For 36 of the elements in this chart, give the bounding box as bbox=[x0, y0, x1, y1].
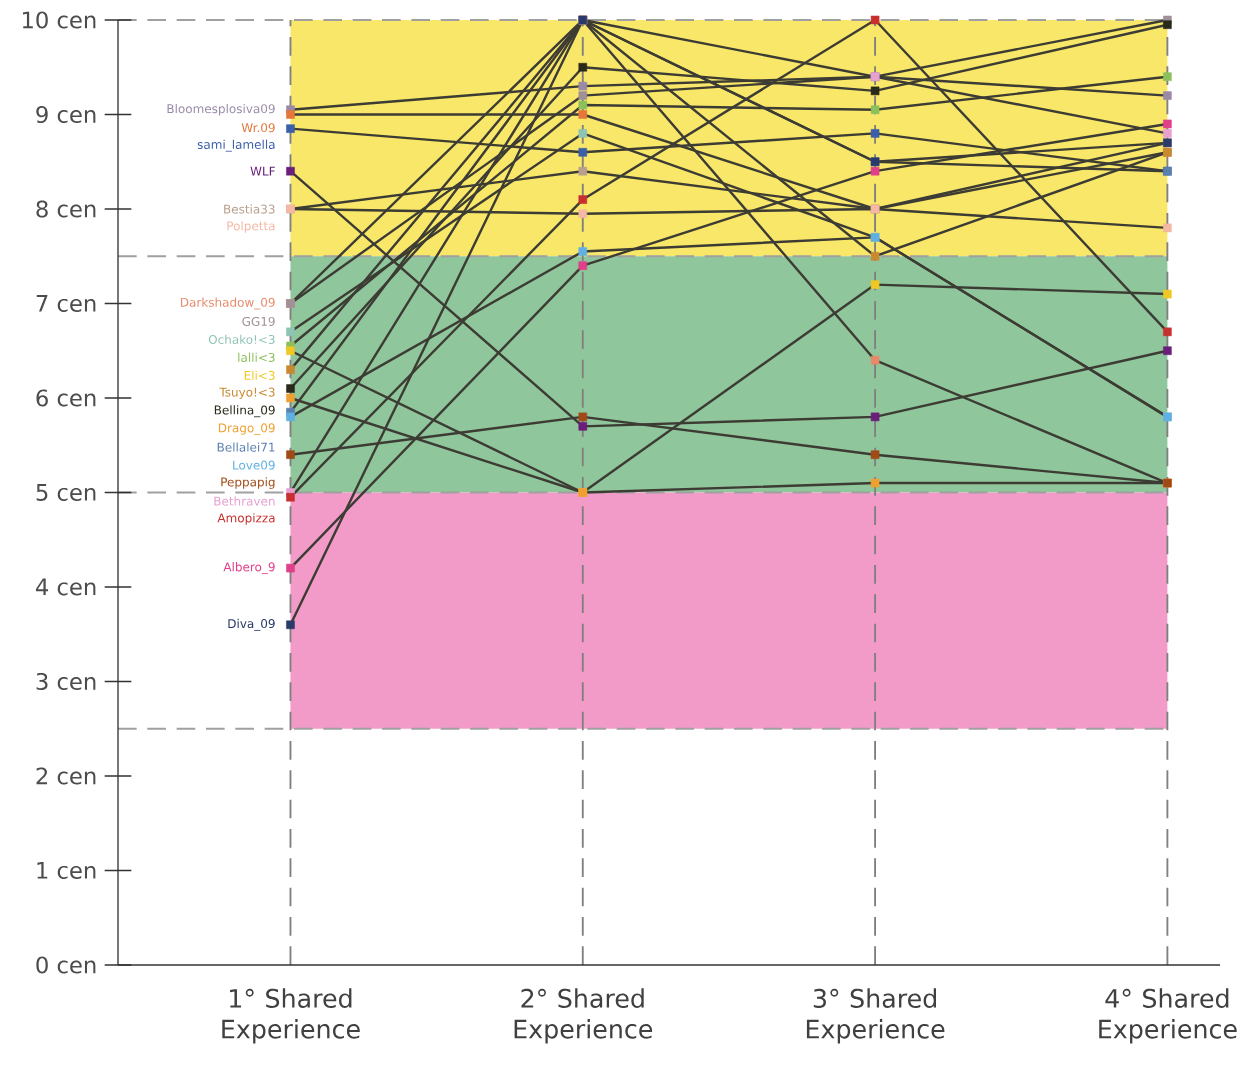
series-label: WLF bbox=[250, 166, 275, 176]
x-tick-label: 3° Shared Experience bbox=[806, 988, 945, 1044]
x-tick-label: 2° Shared Experience bbox=[514, 988, 653, 1044]
y-tick-label: 6 cen bbox=[36, 389, 96, 407]
series-label: Polpetta bbox=[227, 221, 275, 233]
series-label: GG19 bbox=[242, 316, 275, 326]
y-tick-label: 4 cen bbox=[36, 578, 96, 596]
series-label: Bestia33 bbox=[224, 204, 275, 214]
y-tick-label: 5 cen bbox=[36, 484, 96, 501]
series-label: lalli<3 bbox=[238, 352, 275, 362]
series-label: Bloomesplosiva09 bbox=[167, 103, 275, 116]
y-tick-label: 2 cen bbox=[36, 767, 96, 785]
series-label: sami_lamella bbox=[197, 139, 275, 152]
y-tick-label: 7 cen bbox=[36, 295, 96, 312]
series-label: Ochako!<3 bbox=[208, 334, 275, 345]
text: Drago_09 bbox=[218, 423, 275, 436]
x-tick-label: 1° Shared Experience bbox=[222, 988, 360, 1044]
y-tick-label: 10 cen bbox=[22, 11, 96, 29]
y-tick-label: 0 cen bbox=[36, 956, 96, 974]
y-tick-label: 1 cen bbox=[37, 862, 96, 879]
series-label: Amopizza bbox=[217, 513, 275, 525]
y-tick-label: 9 cen bbox=[36, 105, 96, 124]
series-label: Eli<3 bbox=[244, 370, 275, 380]
series-label: Tsuyo!<3 bbox=[219, 387, 275, 399]
series-label: Bellina_09 bbox=[214, 405, 275, 418]
series-label: Albero_9 bbox=[223, 562, 275, 575]
series-label: Wr.09 bbox=[241, 123, 275, 133]
y-tick-label: 8 cen bbox=[36, 200, 96, 218]
text: Love09 bbox=[233, 460, 275, 470]
text: Bellalei71 bbox=[217, 442, 275, 452]
series-label: Peppapig bbox=[221, 477, 275, 489]
series-label: Darkshadow_09 bbox=[180, 297, 275, 310]
series-label: Bethraven bbox=[214, 496, 275, 506]
y-tick-label: 3 cen bbox=[36, 672, 96, 691]
series-label: Diva_09 bbox=[228, 618, 275, 631]
x-tick-label: 4° Shared Experience bbox=[1099, 988, 1237, 1044]
